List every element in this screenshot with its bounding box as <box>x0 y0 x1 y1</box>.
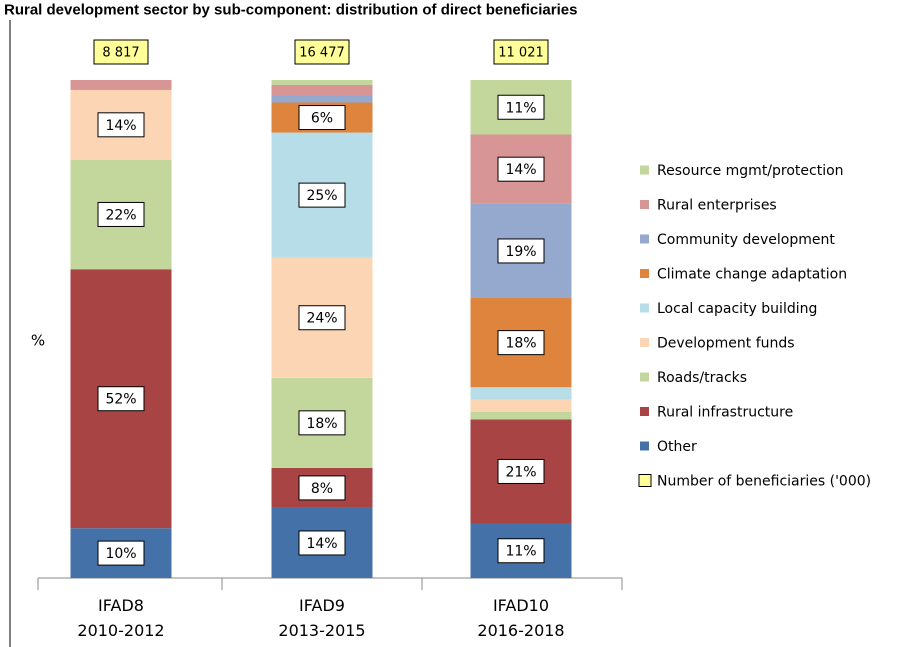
legend-entry: Roads/tracks <box>657 370 747 386</box>
bar-segment-1-8 <box>271 80 373 86</box>
segment-label-box <box>97 112 145 138</box>
x-tick-label: IFAD8 <box>98 596 144 615</box>
total-label-box <box>294 39 350 65</box>
segment-label-box <box>298 305 346 331</box>
x-tick-label-period: 2010-2012 <box>77 621 164 640</box>
segment-label: 11% <box>505 100 536 116</box>
segment-label: 14% <box>306 536 337 552</box>
total-label-box <box>93 39 149 65</box>
legend-swatch <box>640 303 649 313</box>
total-beneficiaries-label: 8 817 <box>102 46 139 61</box>
legend-swatch <box>640 441 649 451</box>
segment-label: 25% <box>306 188 337 204</box>
legend-swatch <box>640 269 649 278</box>
segment-label-box <box>497 330 545 356</box>
legend-swatch-totals <box>638 474 652 487</box>
segment-label-box <box>497 458 545 484</box>
bar-segment-1-7 <box>271 85 373 96</box>
legend-entry: Resource mgmt/protection <box>657 163 844 179</box>
x-tick-label: IFAD10 <box>493 596 549 615</box>
total-beneficiaries-label: 11 021 <box>498 46 544 61</box>
segment-label: 14% <box>505 162 536 178</box>
segment-label-box <box>298 410 346 436</box>
segment-label-box <box>298 182 346 208</box>
segment-label: 18% <box>306 416 337 432</box>
segment-label-box <box>97 540 145 566</box>
segment-label: 11% <box>505 544 536 560</box>
legend-entry: Community development <box>657 232 835 248</box>
segment-label-box <box>97 386 145 412</box>
segment-label-box <box>97 201 145 227</box>
bar-segment-1-6 <box>271 95 373 103</box>
segment-label: 24% <box>306 311 337 327</box>
segment-label-box <box>298 475 346 501</box>
legend-entry: Local capacity building <box>657 301 817 317</box>
total-beneficiaries-label: 16 477 <box>299 46 345 61</box>
legend-swatch <box>640 372 649 382</box>
segment-label-box <box>497 538 545 564</box>
x-tick-label-period: 2013-2015 <box>278 621 365 640</box>
legend-entry: Rural infrastructure <box>657 405 793 421</box>
bar-segment-2-3 <box>470 399 572 412</box>
bars-group: 10% 52% 22% 14% 8 817 IFAD8 2010-2012 14% 8% 18% 2… <box>38 39 623 640</box>
legend-entry: Development funds <box>657 336 795 352</box>
segment-label: 19% <box>505 244 536 260</box>
legend-entry: Other <box>657 439 697 455</box>
legend-swatch <box>640 234 649 244</box>
segment-label: 8% <box>311 481 333 497</box>
legend-swatch <box>640 407 649 416</box>
bar-segment-2-2 <box>470 412 572 420</box>
legend-swatch <box>640 200 649 209</box>
segment-label: 22% <box>105 207 136 223</box>
segment-label-box <box>298 530 346 556</box>
segment-label: 52% <box>105 392 136 408</box>
x-tick-label-period: 2016-2018 <box>477 621 564 640</box>
bar-segment-2-4 <box>470 387 572 400</box>
segment-label: 10% <box>105 546 136 562</box>
legend-entry: Rural enterprises <box>657 198 777 214</box>
legend-swatch <box>640 338 649 347</box>
x-tick-label: IFAD9 <box>299 596 345 615</box>
y-axis-label: % <box>31 332 45 350</box>
legend-entry-totals: Number of beneficiaries ('000) <box>657 474 871 490</box>
segment-label-box <box>497 238 545 264</box>
legend-swatch <box>640 165 649 175</box>
segment-label: 14% <box>105 118 136 134</box>
segment-label: 6% <box>311 111 333 127</box>
legend: Resource mgmt/protection Rural enterprise… <box>638 163 871 490</box>
chart-title: Rural development sector by sub-componen… <box>4 1 577 18</box>
bar-segment-0-7 <box>70 80 172 90</box>
segment-label-box <box>497 156 545 182</box>
legend-entry: Climate change adaptation <box>657 267 847 283</box>
segment-label-box <box>298 105 346 131</box>
segment-label-box <box>497 94 545 120</box>
segment-label: 18% <box>505 336 536 352</box>
segment-label: 21% <box>505 464 536 480</box>
total-label-box <box>493 39 549 65</box>
